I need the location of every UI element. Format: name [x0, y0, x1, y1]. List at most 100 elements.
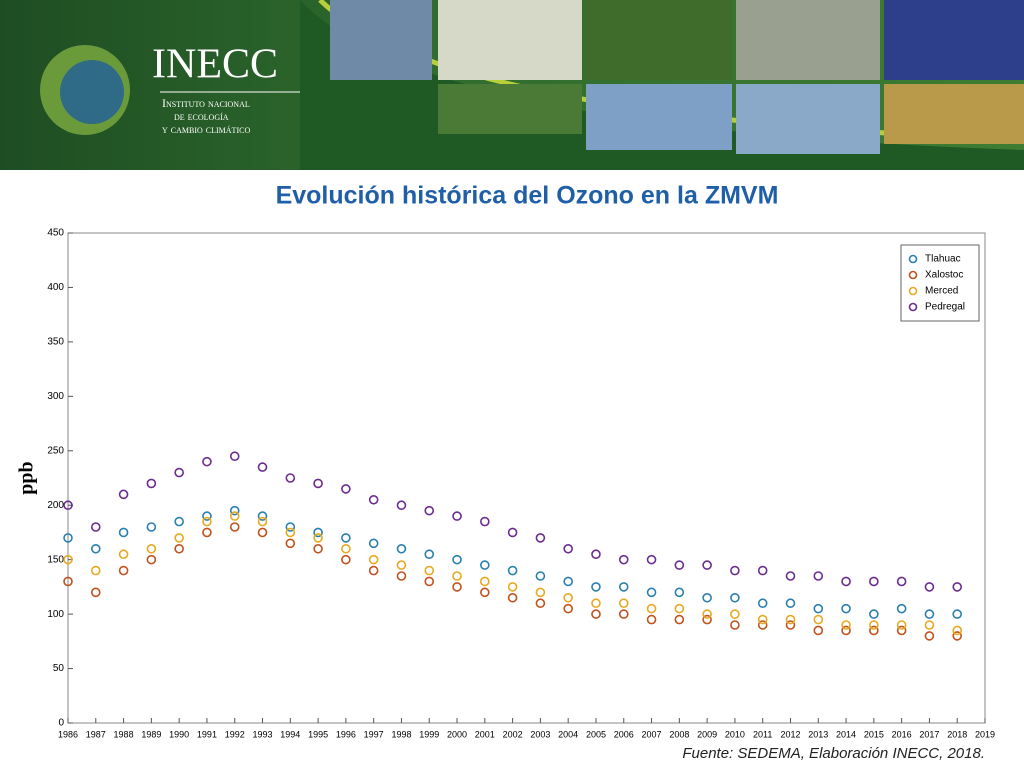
scatter-point	[702, 560, 712, 570]
scatter-point	[618, 609, 629, 619]
scatter-point	[646, 587, 657, 598]
scatter-point	[813, 603, 824, 614]
scatter-point	[202, 511, 212, 521]
scatter-point	[63, 554, 73, 565]
scatter-point	[229, 522, 240, 532]
scatter-point	[368, 538, 379, 549]
y-tick-label: 100	[47, 609, 64, 620]
legend-marker	[908, 302, 918, 312]
scatter-point	[924, 631, 935, 641]
scatter-point	[202, 527, 212, 538]
scatter-point	[813, 625, 824, 636]
scatter-point	[146, 522, 157, 532]
scatter-point	[952, 582, 963, 592]
legend-label: Tlahuac	[925, 254, 961, 265]
scatter-point	[896, 603, 907, 614]
scatter-point	[757, 565, 768, 576]
scatter-point	[480, 560, 490, 570]
scatter-point	[313, 543, 323, 554]
y-tick-label: 450	[47, 228, 64, 239]
scatter-point	[229, 505, 240, 516]
y-tick-label: 400	[47, 282, 64, 293]
x-tick-label: 1999	[419, 729, 439, 739]
scatter-point	[368, 554, 379, 565]
scatter-point	[591, 549, 601, 560]
scatter-point	[341, 554, 351, 565]
x-tick-label: 2013	[808, 729, 828, 739]
scatter-point	[952, 631, 963, 641]
logo-emblem-inner	[60, 60, 124, 124]
x-tick-label: 1998	[391, 729, 411, 739]
x-tick-label: 2010	[725, 729, 745, 739]
photo	[736, 84, 880, 154]
scatter-point	[674, 587, 685, 598]
legend-label: Pedregal	[925, 302, 965, 313]
photo	[438, 0, 582, 80]
y-tick-label: 200	[47, 500, 64, 511]
scatter-point	[174, 543, 184, 554]
banner-photos	[330, 0, 1024, 154]
scatter-point	[285, 522, 296, 532]
scatter-point	[730, 609, 740, 619]
scatter-point	[702, 592, 712, 603]
scatter-point	[229, 451, 240, 462]
scatter-point	[174, 516, 184, 527]
x-tick-label: 2016	[892, 729, 912, 739]
scatter-point	[118, 549, 129, 560]
x-tick-label: 2002	[503, 729, 523, 739]
x-tick-label: 2017	[919, 729, 939, 739]
scatter-point	[480, 576, 490, 587]
scatter-point	[674, 603, 685, 614]
scatter-point	[396, 560, 407, 570]
scatter-point	[730, 592, 740, 603]
scatter-point	[896, 576, 907, 587]
x-tick-label: 2006	[614, 729, 634, 739]
scatter-point	[507, 582, 518, 592]
scatter-point	[896, 625, 907, 636]
y-tick-label: 50	[53, 663, 65, 674]
x-tick-label: 1997	[364, 729, 384, 739]
scatter-point	[507, 592, 518, 603]
photo	[736, 0, 880, 80]
scatter-point	[757, 614, 768, 625]
scatter-point	[146, 554, 157, 565]
scatter-point	[63, 533, 73, 543]
legend-marker	[908, 270, 918, 280]
scatter-point	[841, 625, 851, 636]
scatter-point	[785, 571, 796, 581]
scatter-point	[841, 620, 851, 630]
y-tick-label: 150	[47, 554, 64, 565]
x-tick-label: 1987	[86, 729, 106, 739]
x-tick-label: 2015	[864, 729, 884, 739]
scatter-point	[591, 582, 601, 592]
scatter-point	[257, 527, 268, 538]
scatter-point	[563, 543, 573, 554]
scatter-point	[90, 587, 101, 598]
x-tick-label: 2004	[558, 729, 578, 739]
x-tick-label: 1989	[141, 729, 161, 739]
source-note: Fuente: SEDEMA, Elaboración INECC, 2018.	[682, 745, 985, 762]
scatter-point	[563, 576, 573, 587]
logo-subtitle: Instituto nacional	[162, 96, 250, 110]
x-tick-label: 2012	[780, 729, 800, 739]
scatter-point	[396, 500, 407, 511]
y-tick-label: 0	[58, 718, 64, 729]
x-tick-label: 1986	[58, 729, 78, 739]
x-tick-label: 2009	[697, 729, 717, 739]
scatter-point	[730, 620, 740, 630]
scatter-point	[257, 511, 268, 521]
logo-title: INECC	[152, 42, 278, 88]
scatter-point	[730, 565, 740, 576]
x-tick-label: 2001	[475, 729, 495, 739]
scatter-point	[924, 582, 935, 592]
scatter-point	[841, 603, 851, 614]
scatter-point	[341, 484, 351, 494]
scatter-point	[924, 609, 935, 619]
y-tick-label: 350	[47, 337, 64, 348]
scatter-point	[118, 489, 129, 500]
scatter-point	[313, 533, 323, 543]
scatter-point	[869, 625, 879, 636]
x-tick-label: 1992	[225, 729, 245, 739]
